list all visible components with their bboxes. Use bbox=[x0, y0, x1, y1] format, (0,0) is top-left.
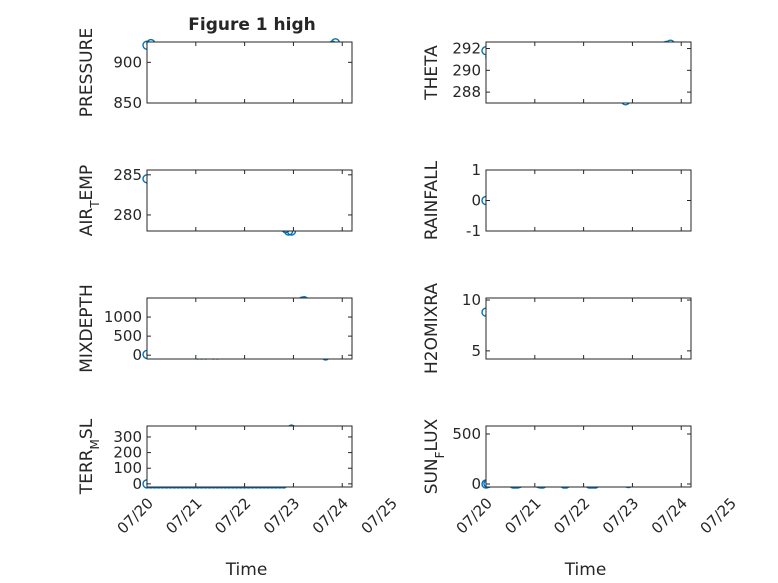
ytick-label: -1 bbox=[466, 222, 481, 240]
ylabel: H2OMIXRA bbox=[422, 283, 442, 374]
ytick-label: 1 bbox=[471, 161, 481, 179]
xtick-label: 07/21 bbox=[162, 494, 205, 537]
subplot-theta: 288 290 292 THETA bbox=[422, 39, 692, 106]
subplot-h2omixra: 5 10 H2OMIXRA bbox=[422, 283, 692, 374]
xtick-label: 07/23 bbox=[260, 494, 303, 537]
axes-box bbox=[485, 425, 692, 488]
figure-title: Figure 1 high bbox=[188, 15, 316, 35]
axes-box bbox=[485, 297, 692, 360]
xlabel: Time bbox=[564, 560, 607, 580]
ylabel: THETA bbox=[422, 45, 442, 101]
ytick-label: 900 bbox=[113, 53, 142, 71]
ytick-label: 0 bbox=[132, 346, 142, 364]
ytick-label: 280 bbox=[113, 206, 142, 224]
axes-box bbox=[146, 169, 353, 232]
ylabel: RAINFALL bbox=[422, 160, 442, 240]
ytick-label: 0 bbox=[132, 475, 142, 493]
ytick-label: 300 bbox=[113, 428, 142, 446]
axes-box bbox=[146, 41, 353, 104]
xtick-label: 07/24 bbox=[309, 494, 352, 537]
subplot-pressure: 850 900 PRESSURE bbox=[77, 28, 353, 117]
ytick-label: 285 bbox=[113, 166, 142, 184]
xtick-label: 07/24 bbox=[648, 494, 691, 537]
subplot-sun_flux: 0 500 07/20 07/21 07/22 07/23 07/24 07/25 SUNFLU… bbox=[422, 418, 740, 580]
ytick-label: 5 bbox=[471, 342, 481, 360]
subplot-air_temp: 280 285 AIRTEMP bbox=[77, 165, 353, 236]
xtick-label: 07/21 bbox=[501, 494, 544, 537]
ylabel: MIXDEPTH bbox=[77, 284, 97, 373]
xtick-label: 07/25 bbox=[358, 494, 401, 537]
xtick-label: 07/22 bbox=[550, 494, 593, 537]
axes-box bbox=[146, 425, 353, 488]
xtick-label: 07/23 bbox=[599, 494, 642, 537]
subplot-rainfall: -1 0 1 RAINFALL bbox=[422, 160, 692, 240]
ytick-label: 0 bbox=[471, 475, 481, 493]
ytick-label: 292 bbox=[452, 40, 481, 58]
ytick-label: 500 bbox=[113, 327, 142, 345]
xtick-label: 07/25 bbox=[697, 494, 740, 537]
axes-box bbox=[485, 41, 692, 104]
ytick-label: 1000 bbox=[104, 308, 142, 326]
ytick-label: 500 bbox=[452, 425, 481, 443]
axes-box bbox=[146, 297, 353, 360]
xlabel: Time bbox=[225, 560, 268, 580]
axes-box bbox=[485, 169, 692, 232]
xtick-label: 07/20 bbox=[114, 494, 157, 537]
xtick-label: 07/22 bbox=[211, 494, 254, 537]
ytick-label: 0 bbox=[471, 192, 481, 210]
ylabel: PRESSURE bbox=[77, 28, 97, 117]
ylabel: SUNFLUX bbox=[422, 418, 447, 494]
ytick-label: 288 bbox=[452, 83, 481, 101]
ytick-label: 200 bbox=[113, 444, 142, 462]
ytick-label: 100 bbox=[113, 459, 142, 477]
ytick-label: 290 bbox=[452, 61, 481, 79]
ytick-label: 850 bbox=[113, 94, 142, 112]
ylabel: AIRTEMP bbox=[77, 165, 102, 236]
xtick-label: 07/20 bbox=[453, 494, 496, 537]
ytick-label: 10 bbox=[462, 291, 481, 309]
ylabel: TERRMSL bbox=[77, 418, 102, 495]
